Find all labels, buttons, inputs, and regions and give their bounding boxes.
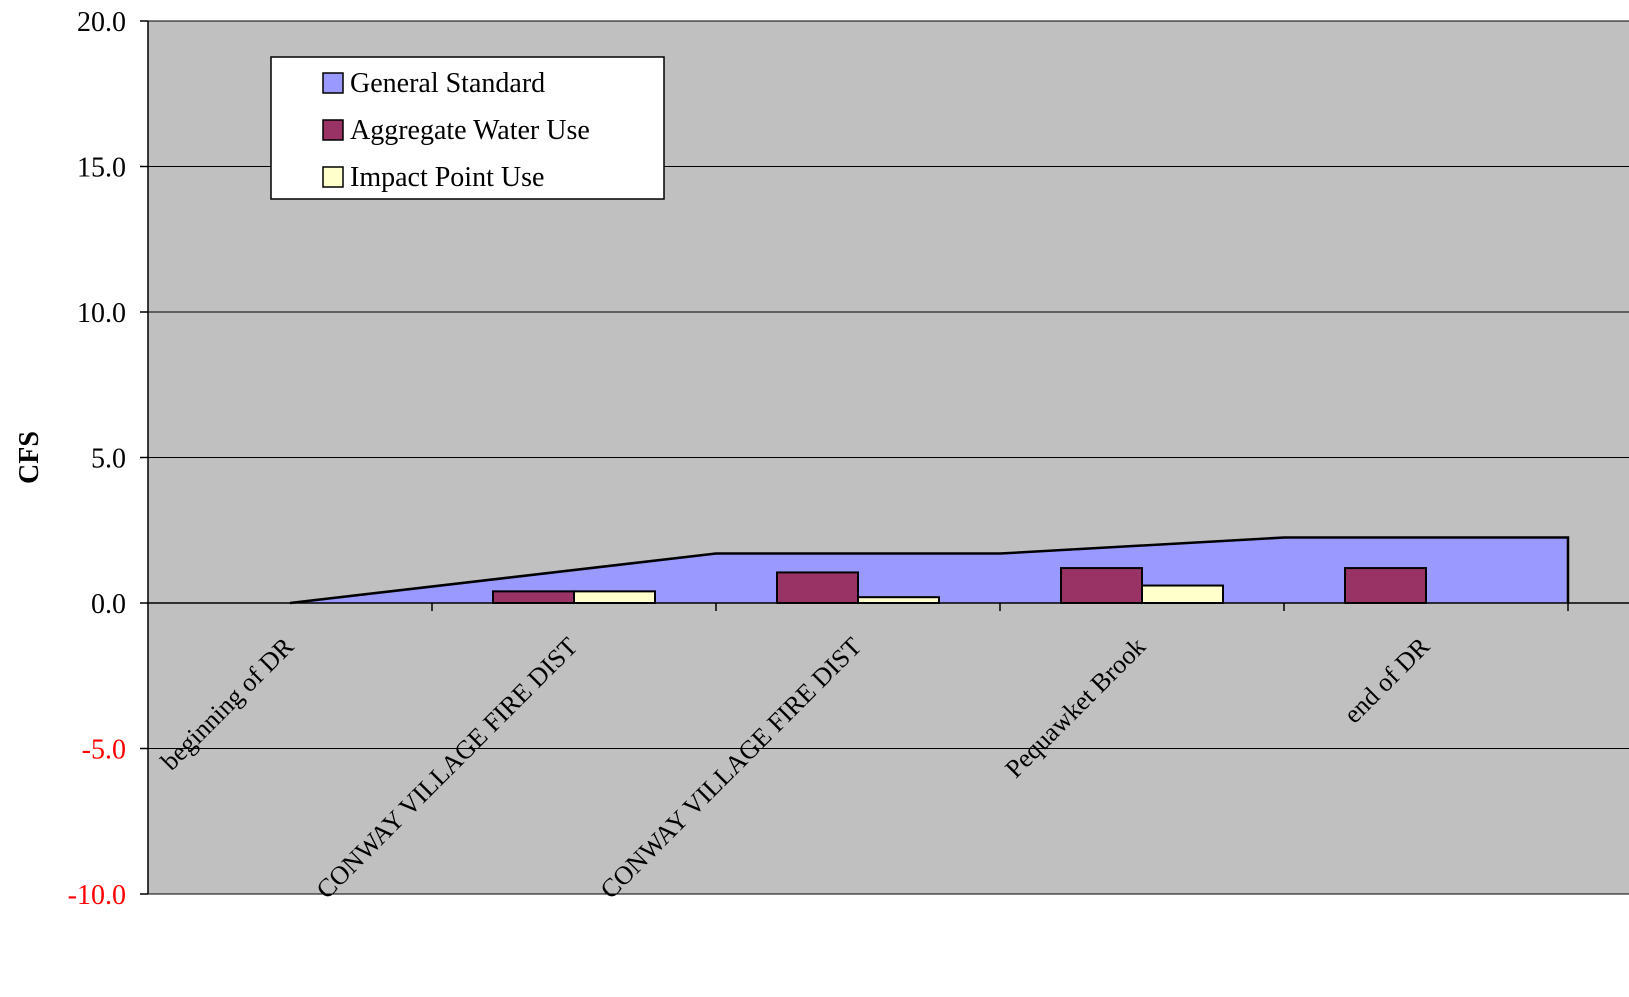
general-standard-area-layer [289,536,1570,605]
y-tick-label: 5.0 [91,444,126,475]
y-axis-label: CFS [14,431,45,484]
x-axis-ticks [431,603,1569,611]
legend-label: General Standard [350,68,545,99]
y-tick-labels: 20.0 15.0 10.0 5.0 0.0 -5.0 -10.0 [68,7,126,911]
general-standard-area [290,537,1568,603]
impact-point-use-bar [857,596,940,604]
y-tick-label: 10.0 [77,298,126,329]
legend-swatch [322,119,344,141]
aggregate-water-use-bar [776,571,859,605]
aggregate-water-use-bar [492,590,575,604]
legend-swatch [322,72,344,94]
y-tick-label: 15.0 [77,153,126,184]
y-tick-label: -5.0 [82,735,126,766]
aggregate-water-use-bar [1060,567,1143,605]
legend-label: Impact Point Use [350,162,544,193]
y-tick-label: -10.0 [68,880,126,911]
impact-point-use-bar [573,590,656,604]
y-tick-label: 20.0 [77,7,126,38]
y-tick-label: 0.0 [91,589,126,620]
bars-layer [492,567,1427,605]
aggregate-water-use-bar [1344,567,1427,605]
legend: General Standard Aggregate Water Use Impac… [270,56,665,200]
general-standard-line [289,536,1570,605]
legend-label: Aggregate Water Use [350,115,590,146]
impact-point-use-bar [1141,584,1224,604]
legend-swatch [322,166,344,188]
